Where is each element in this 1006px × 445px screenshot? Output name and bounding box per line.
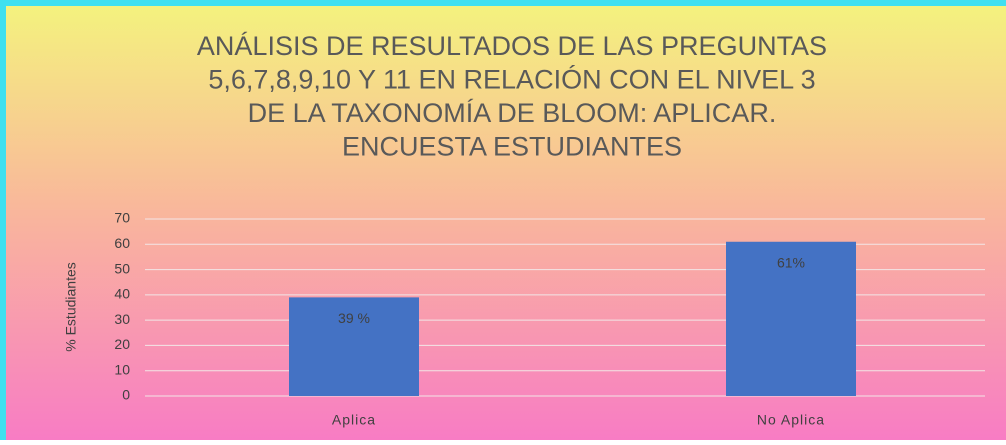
y-tick-label: 30 <box>114 311 130 327</box>
y-tick-label: 60 <box>114 235 130 251</box>
y-tick-label: 40 <box>114 286 130 302</box>
data-label: 61% <box>777 254 805 270</box>
bar <box>289 297 419 396</box>
chart-title: ENCUESTA ESTUDIANTES <box>342 132 682 162</box>
y-tick-label: 0 <box>122 387 130 403</box>
y-axis-label: % Estudiantes <box>63 262 79 352</box>
chart-title: DE LA TAXONOMÍA DE BLOOM: APLICAR. <box>248 98 777 128</box>
x-tick-label: Aplica <box>332 412 376 428</box>
chart-title: 5,6,7,8,9,10 Y 11 EN RELACIÓN CON EL NIV… <box>208 64 815 95</box>
bar <box>726 241 856 396</box>
y-tick-label: 70 <box>114 210 130 226</box>
y-tick-label: 20 <box>114 336 130 352</box>
data-label: 39 % <box>338 310 370 326</box>
x-tick-label: No Aplica <box>757 412 825 428</box>
y-tick-label: 50 <box>114 260 130 276</box>
chart-title: ANÁLISIS DE RESULTADOS DE LAS PREGUNTAS <box>197 31 827 61</box>
y-tick-label: 10 <box>114 361 130 377</box>
